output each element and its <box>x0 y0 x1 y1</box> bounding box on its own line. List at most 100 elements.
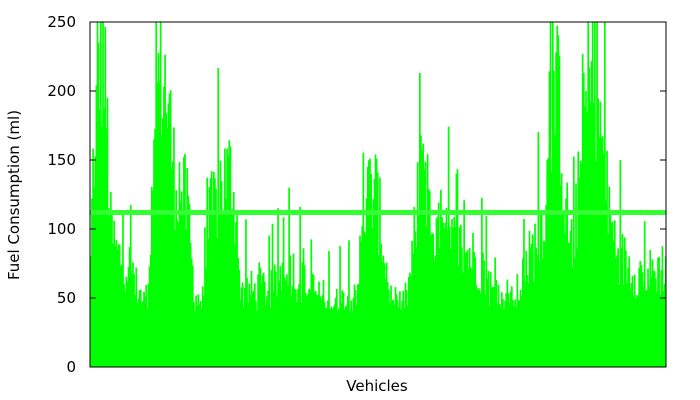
bar <box>300 302 303 367</box>
bar <box>359 235 361 367</box>
bar <box>492 286 494 367</box>
bar <box>297 288 299 367</box>
bar <box>572 156 575 367</box>
bar <box>351 311 354 367</box>
bar <box>524 281 526 367</box>
bar <box>106 97 109 367</box>
bar <box>434 255 437 367</box>
bar <box>123 284 125 367</box>
bar <box>201 286 204 367</box>
bar <box>107 207 110 367</box>
bar <box>381 262 384 367</box>
bar <box>139 289 142 367</box>
bar <box>435 218 438 367</box>
bar <box>276 296 278 367</box>
bar <box>628 256 631 367</box>
bar <box>518 300 521 367</box>
bar <box>562 210 565 367</box>
bar <box>135 267 138 367</box>
bar <box>146 309 149 367</box>
bar <box>553 70 555 367</box>
bar <box>270 270 273 367</box>
bar <box>117 244 120 367</box>
bar <box>582 72 585 367</box>
bar <box>128 247 131 367</box>
bar <box>556 25 559 367</box>
bar <box>637 296 639 367</box>
bar <box>294 289 297 367</box>
bar <box>142 301 144 367</box>
bar <box>430 235 432 367</box>
bar <box>102 22 104 367</box>
bar <box>406 306 409 367</box>
bar <box>451 218 453 367</box>
bar <box>256 310 258 367</box>
bar <box>577 151 580 367</box>
bar <box>162 118 164 367</box>
bar <box>126 281 129 367</box>
bar <box>474 257 477 367</box>
bar <box>410 275 412 367</box>
bar <box>119 265 122 367</box>
bar <box>653 271 656 367</box>
bar <box>649 250 652 367</box>
bar <box>567 243 570 367</box>
bar <box>399 291 401 367</box>
bar <box>350 300 353 367</box>
bar <box>479 293 482 367</box>
bar <box>320 299 323 367</box>
bar <box>549 22 552 367</box>
bar <box>385 262 388 367</box>
bar <box>622 284 625 367</box>
bar <box>580 163 583 367</box>
bar <box>654 278 657 367</box>
bar <box>441 217 443 367</box>
bar <box>515 307 518 367</box>
bar <box>533 281 535 367</box>
bar <box>261 274 264 367</box>
bar <box>630 283 633 367</box>
bar <box>384 278 387 367</box>
bar <box>428 191 431 367</box>
bar <box>334 297 337 367</box>
bar <box>159 22 162 367</box>
bar <box>505 293 508 367</box>
bar <box>194 311 196 367</box>
bar <box>612 241 615 367</box>
bar <box>284 280 287 367</box>
bar <box>205 268 207 367</box>
bar <box>525 250 528 367</box>
bar <box>535 247 537 367</box>
bar <box>195 295 197 367</box>
bar <box>226 148 228 367</box>
bar <box>224 148 226 367</box>
bar <box>412 253 415 367</box>
bar <box>339 246 341 367</box>
bar <box>331 308 334 367</box>
bar <box>605 200 607 367</box>
bar <box>155 22 158 367</box>
bar <box>118 244 121 367</box>
bar <box>646 290 648 367</box>
bar <box>394 287 397 367</box>
bar <box>330 306 333 367</box>
bar <box>607 233 609 367</box>
bar <box>329 309 331 367</box>
bar <box>130 272 133 367</box>
bar <box>478 289 481 367</box>
bar <box>650 277 653 367</box>
bar <box>301 262 304 367</box>
bar <box>344 306 347 367</box>
bar <box>541 258 544 367</box>
bar <box>568 242 571 367</box>
bar <box>321 295 324 367</box>
bar <box>443 227 446 367</box>
bar <box>560 173 563 367</box>
bar <box>115 239 118 367</box>
bar <box>346 295 349 367</box>
bar <box>482 252 484 367</box>
bar <box>405 290 408 367</box>
bar <box>442 222 444 367</box>
bar <box>265 305 267 367</box>
bar <box>97 42 100 367</box>
